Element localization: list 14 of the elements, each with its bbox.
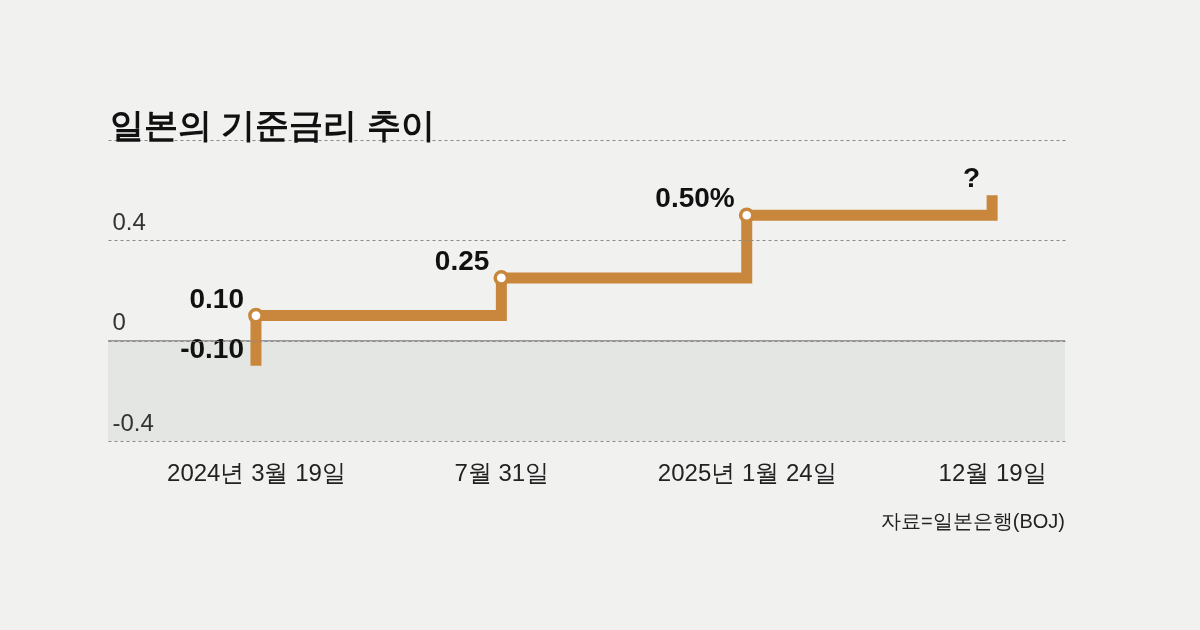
x-tick-label: 2025년 1월 24일	[657, 458, 837, 486]
data-label: ?	[963, 162, 981, 194]
data-label: 0.10	[189, 282, 244, 314]
x-tick-label: 7월 31일	[454, 458, 550, 486]
data-label: 0.25	[434, 244, 490, 276]
data-label: 0.50%	[655, 182, 735, 214]
y-tick-label: 0	[112, 308, 126, 336]
y-tick-label: -0.4	[112, 408, 154, 436]
y-tick-label: 0.4	[112, 207, 146, 235]
x-tick-label: 2024년 3월 19일	[167, 458, 346, 486]
chart-title: 일본의 기준금리 추이	[110, 105, 435, 146]
data-label: -0.10	[180, 332, 244, 364]
x-tick-label: 12월 19일	[938, 458, 1047, 486]
text: 자료=일본은행(BOJ)	[881, 509, 1065, 534]
